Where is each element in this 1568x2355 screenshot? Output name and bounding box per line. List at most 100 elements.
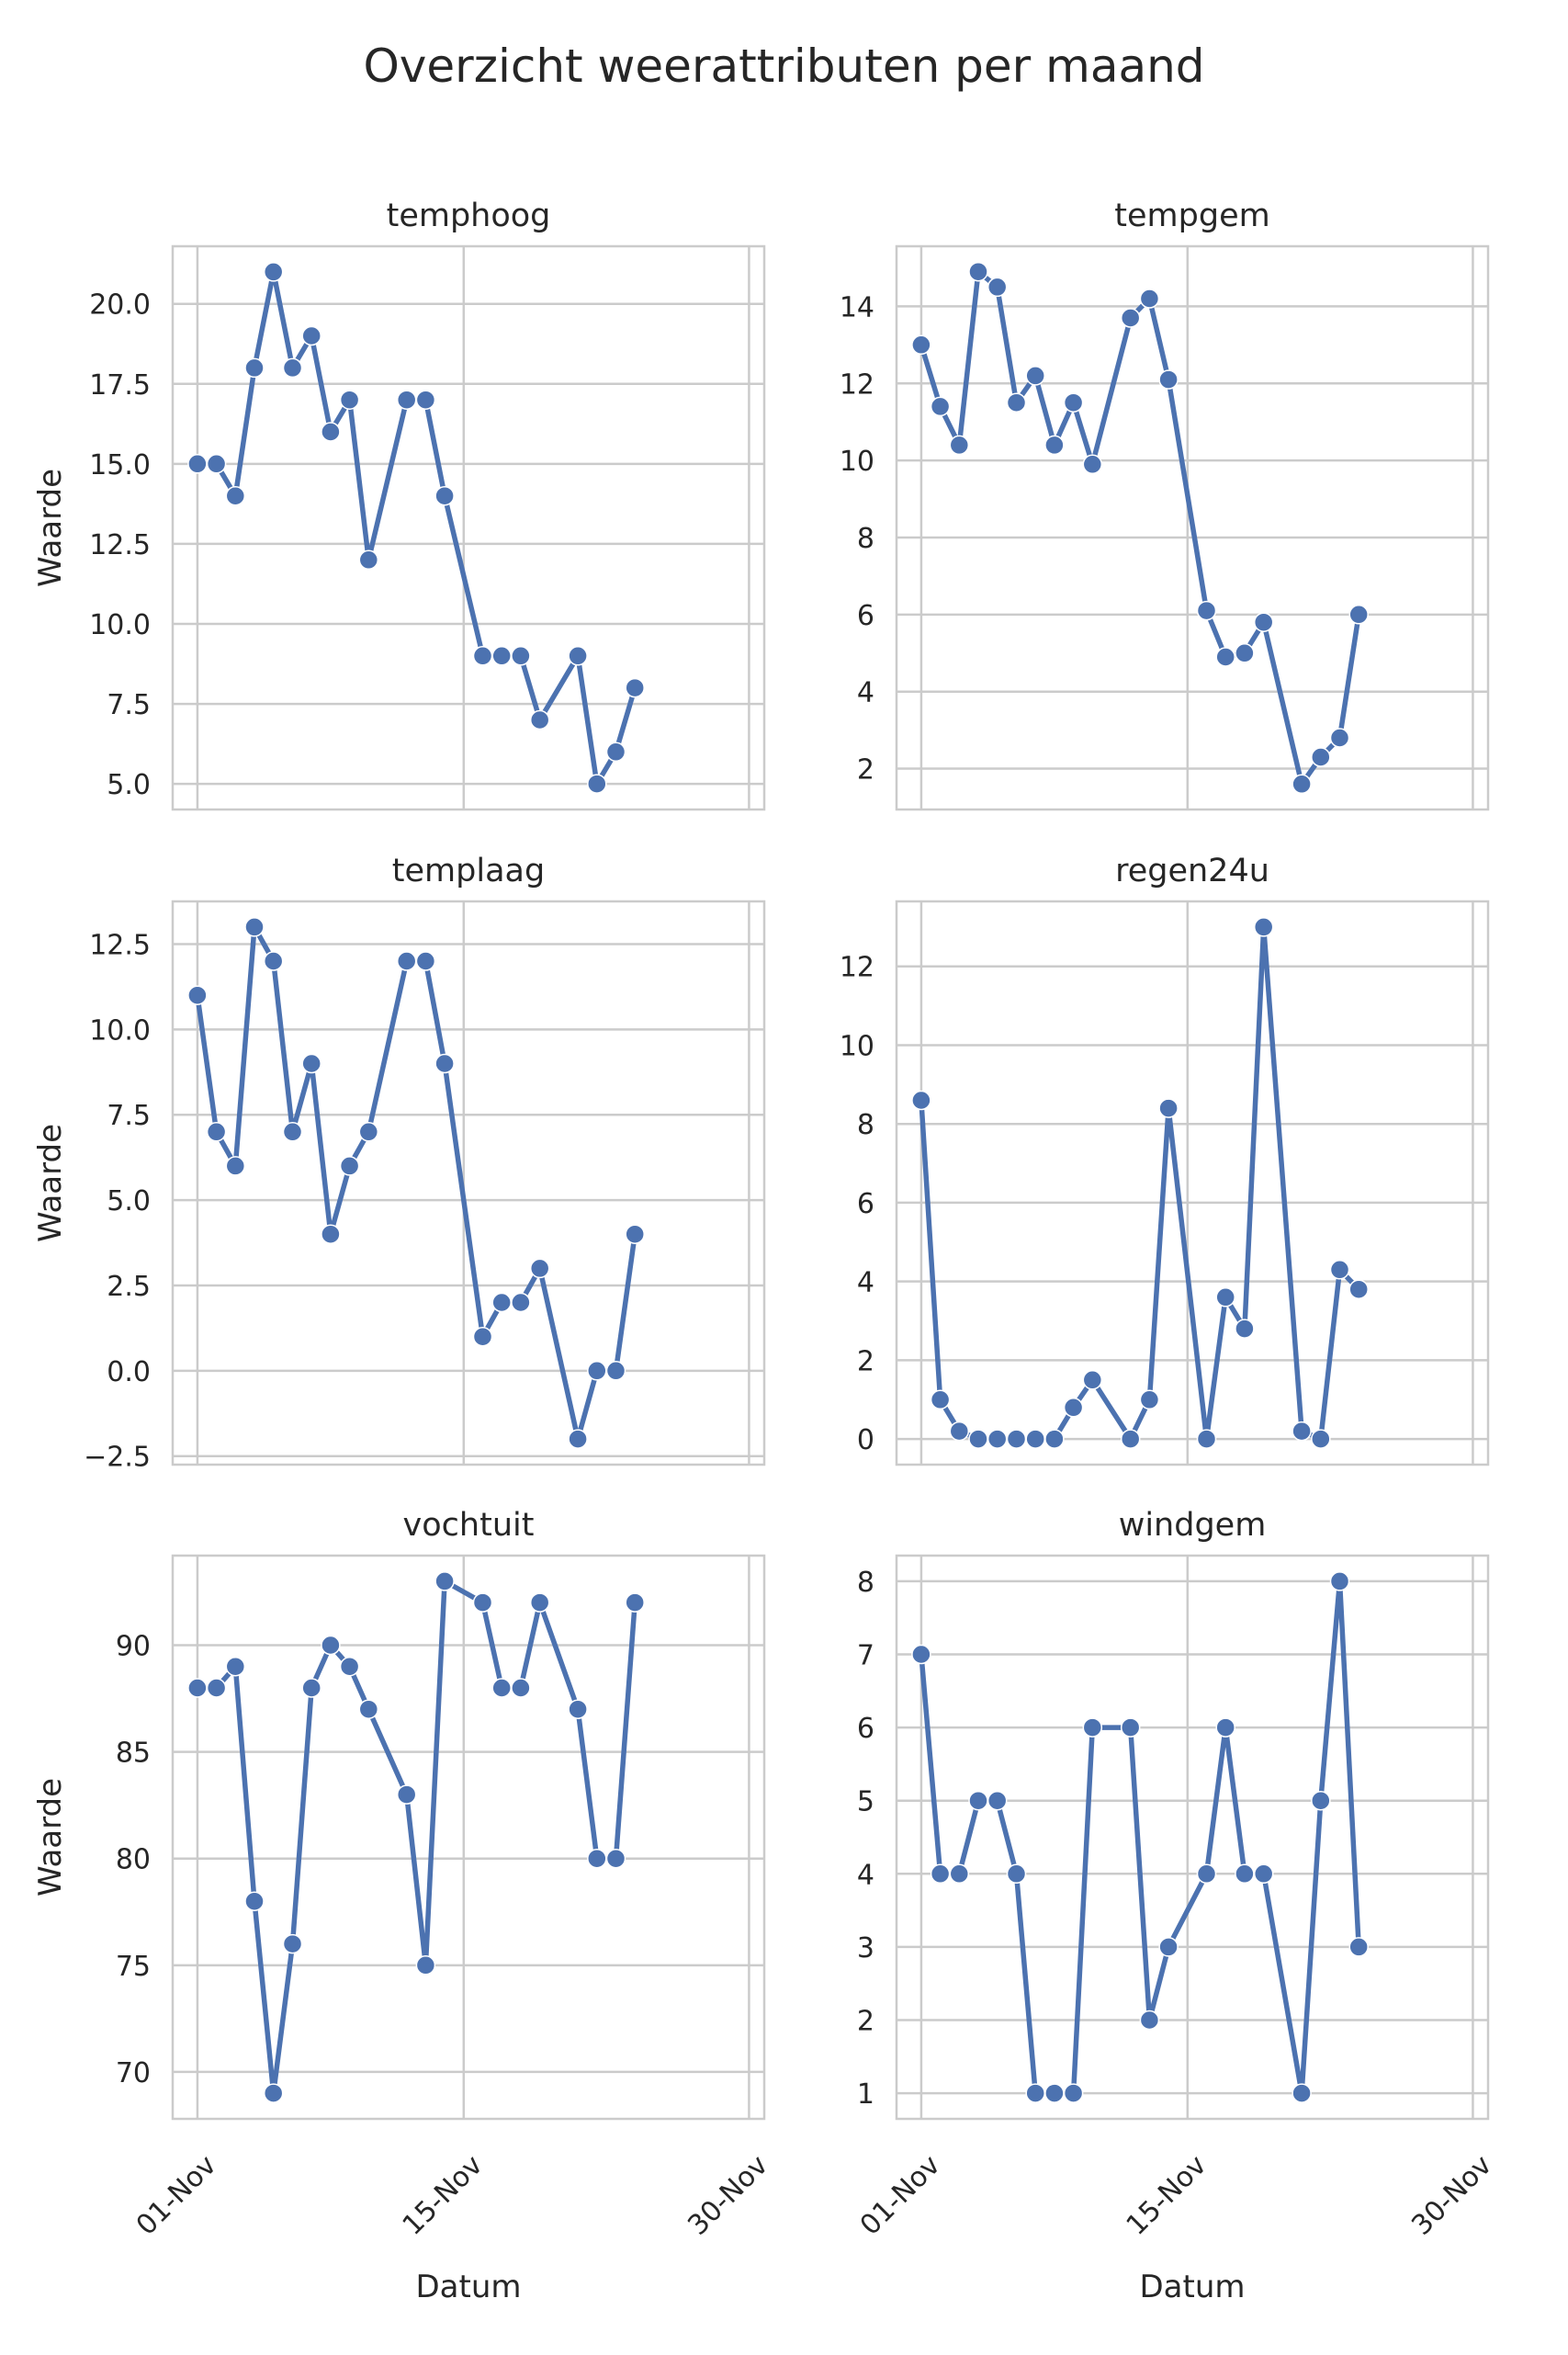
data-point [911,334,931,356]
data-point [987,277,1008,298]
y-tick-label: 7.5 [107,1100,151,1132]
data-point [605,1848,626,1869]
data-point [339,1656,360,1677]
y-tick-label: 12.5 [89,529,151,561]
subplot-regen24u: 0 2 4 6 8 10 12 regen24u [840,853,1490,1466]
y-tick-label: 4 [857,1267,874,1299]
plot-spines [171,1554,766,2121]
data-point [1158,1937,1179,1957]
y-tick-label: 2 [857,1345,874,1377]
y-tick-label: 3 [857,1932,874,1964]
data-point [949,435,970,456]
data-point [396,1784,417,1805]
y-tick-label: 5 [857,1786,874,1818]
data-point [321,422,341,442]
y-axis-label: Waarde [32,1124,69,1242]
series-line [919,1579,1361,2096]
data-point [1063,392,1084,413]
y-tick-label: 12.5 [89,929,151,961]
data-point [1235,643,1255,663]
data-point [206,1678,227,1698]
data-point [1120,1717,1141,1738]
data-point [529,1592,550,1613]
data-point [244,357,265,379]
data-point [1329,728,1350,748]
y-tick-label: 0.0 [107,1356,151,1388]
data-point [568,646,588,666]
data-point [1196,1863,1217,1885]
y-tick-label: 15.0 [89,449,151,481]
data-point [930,1389,951,1410]
y-tick-label: 85 [116,1738,151,1770]
data-point [1025,1429,1045,1449]
y-tick-label: 10.0 [89,609,151,641]
data-point [282,357,303,379]
data-point [1158,369,1179,390]
y-tick-label: 75 [116,1951,151,1983]
data-point [301,1053,321,1074]
series-line [919,924,1361,1442]
plot-spines [171,900,766,1466]
data-point [1158,1098,1179,1118]
x-tick-label: 01-Nov [854,2149,947,2242]
data-point [263,262,284,282]
y-tick-label: 12 [840,368,874,401]
data-point [1311,747,1331,767]
data-point [1082,454,1103,475]
data-point [1025,366,1045,386]
x-tick-label: 01-Nov [130,2149,223,2242]
data-point [1215,647,1235,667]
y-tick-label: 1 [857,2078,874,2111]
series-line [919,268,1361,787]
data-point [1196,1429,1217,1449]
data-point [605,1361,626,1381]
data-point [301,325,321,346]
data-point [1044,435,1065,456]
series-line [195,924,637,1442]
x-axis-label: Datum [1139,2269,1245,2305]
data-point [244,1891,265,1911]
data-point [1292,1421,1312,1442]
y-tick-label: 14 [840,291,874,323]
data-point [1139,289,1160,309]
y-tick-label: 80 [116,1844,151,1876]
subplot-templaag: −2.5 0.0 2.5 5.0 7.5 10.0 12.5 templaag Waarde [32,853,766,1474]
figure-title: Overzicht weerattributen per maand [363,40,1205,93]
y-tick-label: 0 [857,1424,874,1456]
data-point [949,1421,970,1442]
y-tick-label: 8 [857,1109,874,1141]
y-tick-label: 7 [857,1639,874,1671]
data-point [625,677,645,698]
plot-spines [895,900,1490,1466]
data-point [415,951,436,971]
y-tick-label: 90 [116,1631,151,1663]
subplot-temphoog: 5.0 7.5 10.0 12.5 15.0 17.5 20.0 temphoog Waarde [32,198,766,811]
data-point [1215,1717,1235,1738]
data-point [396,951,417,971]
x-tick-label: 15-Nov [397,2149,490,2242]
data-point [1329,1571,1350,1591]
data-point [434,485,455,506]
subplot-title: windgem [1119,1507,1267,1544]
y-tick-label: 8 [857,523,874,555]
subplot-title: regen24u [1115,853,1269,889]
data-point [930,1863,951,1885]
data-point [987,1429,1008,1449]
data-point [1139,2010,1160,2031]
data-point [1253,917,1274,937]
data-point [358,549,379,571]
x-tick-label: 15-Nov [1121,2149,1213,2242]
data-point [1025,2083,1045,2103]
data-point [358,1122,379,1142]
data-point [1044,1429,1065,1449]
data-point [225,1156,246,1176]
data-point [1063,2083,1084,2103]
data-point [1006,392,1027,413]
data-point [1044,2083,1065,2103]
subplot-title: vochtuit [403,1507,535,1544]
y-tick-label: 6 [857,600,874,632]
data-point [968,261,988,282]
data-point [625,1592,645,1613]
data-point [1348,1279,1369,1299]
data-point [339,390,360,410]
